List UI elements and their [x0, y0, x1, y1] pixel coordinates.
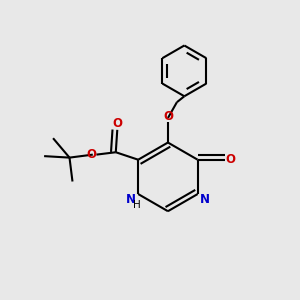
Text: O: O: [86, 148, 96, 160]
Text: O: O: [164, 110, 174, 123]
Text: O: O: [226, 153, 236, 166]
Text: O: O: [112, 117, 122, 130]
Text: N: N: [200, 193, 210, 206]
Text: H: H: [133, 200, 141, 210]
Text: N: N: [126, 193, 136, 206]
